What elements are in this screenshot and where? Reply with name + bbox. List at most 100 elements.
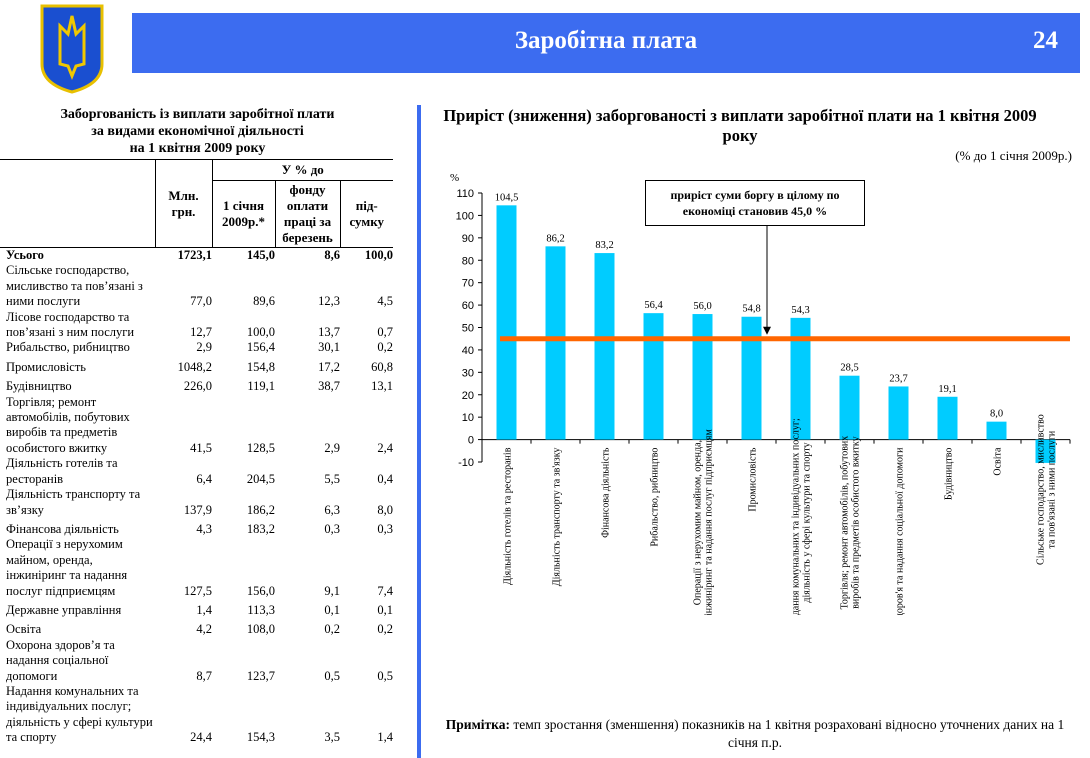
data-label: 56,4 — [644, 300, 663, 311]
coat-of-arms-icon — [40, 4, 104, 94]
category-label: Діяльність транспорту та зв'язку — [552, 448, 563, 587]
table-row: Будівництво 226,0 119,1 38,7 13,1 — [0, 375, 393, 394]
row-label: Діяльність готелів та ресторанів — [6, 456, 118, 486]
cell-value: 0,2 — [377, 622, 393, 637]
table-row: Охорона здоров’я та надання соціальної д… — [0, 638, 393, 684]
bar — [692, 314, 713, 440]
row-label: Лісове господарство та пов’язані з ним п… — [6, 309, 135, 340]
y-tick-label: 0 — [468, 435, 474, 447]
category-label: Торгівля; ремонт автомобілів, побутовихв… — [840, 436, 862, 610]
category-label: Надання комунальних та індивідуальних по… — [791, 418, 813, 615]
cell-value: 145,0 — [246, 248, 275, 262]
cell-value: 9,1 — [324, 583, 340, 598]
cell-value: 204,5 — [246, 471, 275, 486]
y-tick-label: 20 — [462, 390, 474, 402]
category-label: Освіта — [993, 447, 1004, 476]
cell-value: 24,4 — [190, 730, 212, 745]
cell-value: 156,4 — [246, 340, 275, 355]
cell-value: 113,3 — [247, 602, 275, 617]
y-tick-label: 100 — [456, 210, 474, 222]
group-header: У % до — [211, 159, 393, 181]
arrow-head-icon — [763, 326, 771, 335]
cell-value: 5,5 — [324, 471, 340, 486]
col-header: під-сумку — [339, 180, 393, 248]
y-tick-label: 50 — [462, 323, 474, 335]
data-label: 83,2 — [595, 240, 613, 251]
data-label: 8,0 — [990, 409, 1003, 420]
data-label: 54,3 — [791, 305, 809, 316]
cell-value: 1,4 — [196, 602, 212, 617]
page-title: Заробітна плата — [514, 27, 698, 54]
bar — [545, 246, 566, 440]
table-row: Фінансова діяльність 4,3 183,2 0,3 0,3 — [0, 518, 393, 537]
table-row: Надання комунальних та індивідуальних по… — [0, 684, 393, 746]
chart-annotation: приріст суми боргу в цілому по економіці… — [645, 180, 865, 226]
bar — [937, 396, 958, 440]
bar — [594, 253, 615, 440]
cell-value: 156,0 — [246, 583, 275, 598]
row-label: Освіта — [6, 622, 42, 637]
data-label: 104,5 — [495, 192, 519, 203]
row-label: Державне управління — [6, 602, 122, 617]
cell-value: 8,7 — [196, 668, 212, 683]
row-label: Діяльність транспорту та зв’язку — [6, 487, 141, 517]
cell-value: 8,6 — [324, 248, 340, 262]
table-row: Торгівля; ремонт автомобілів, побутових … — [0, 395, 393, 457]
cell-value: 123,7 — [246, 668, 275, 683]
cell-value: 0,3 — [324, 521, 340, 536]
y-tick-label: 60 — [462, 300, 474, 312]
cell-value: 0,7 — [377, 325, 393, 340]
cell-value: 12,7 — [190, 325, 212, 340]
category-label: Промисловість — [748, 447, 759, 511]
cell-value: 4,5 — [377, 294, 393, 309]
category-label: Будівництво — [944, 448, 955, 501]
bar — [986, 421, 1007, 440]
cell-value: 2,9 — [196, 340, 212, 355]
table-row: Освіта 4,2 108,0 0,2 0,2 — [0, 618, 393, 637]
cell-value: 127,5 — [183, 583, 212, 598]
data-label: 28,5 — [840, 363, 858, 374]
table-title-line: на 1 квітня 2009 року — [129, 141, 266, 156]
cell-value: 154,8 — [246, 359, 275, 374]
table-row: Операції з нерухомим майном, оренда, інж… — [0, 537, 393, 599]
bar — [1035, 439, 1056, 463]
cell-value: 2,4 — [377, 440, 393, 455]
cell-value: 1048,2 — [177, 359, 212, 374]
y-axis-label: % — [450, 172, 459, 184]
y-tick-label: 90 — [462, 233, 474, 245]
table-row: Діяльність транспорту та зв’язку 137,9 186… — [0, 487, 393, 518]
cell-value: 100,0 — [246, 325, 275, 340]
row-label: Охорона здоров’я та надання соціальної д… — [6, 637, 115, 683]
y-tick-label: 110 — [456, 188, 474, 200]
bar — [496, 205, 517, 440]
row-label: Сільське господарство, мисливство та пов… — [6, 263, 143, 309]
bar — [790, 317, 811, 440]
cell-value: 30,1 — [318, 340, 340, 355]
category-label: Рибальство, рибництво — [650, 448, 661, 547]
footnote: Примітка: темп зростання (зменшення) пок… — [430, 716, 1080, 752]
table-row: Сільське господарство, мисливство та пов… — [0, 263, 393, 309]
row-label: Рибальство, рибництво — [6, 340, 130, 355]
cell-value: 183,2 — [246, 521, 275, 536]
data-label: 86,2 — [546, 233, 564, 244]
table-row: Лісове господарство та пов’язані з ним п… — [0, 310, 393, 341]
row-label: Фінансова діяльність — [6, 521, 119, 536]
bar — [643, 313, 664, 440]
cell-value: 119,1 — [247, 379, 275, 394]
cell-value: 3,5 — [324, 730, 340, 745]
cell-value: 13,1 — [371, 379, 393, 394]
y-tick-label: 30 — [462, 367, 474, 379]
data-label: 54,8 — [742, 304, 760, 315]
debt-table: Млн. грн. У % до 1 січня 2009р.* фонду опл… — [0, 159, 393, 746]
cell-value: 89,6 — [253, 294, 275, 309]
cell-value: 0,5 — [324, 668, 340, 683]
row-label: Промисловість — [6, 359, 87, 374]
cell-value: 154,3 — [246, 730, 275, 745]
y-tick-label: 80 — [462, 255, 474, 267]
chart-title: Приріст (зниження) заборгованості з випл… — [443, 106, 1037, 145]
y-tick-label: 70 — [462, 278, 474, 290]
category-label: Діяльність готелів та ресторанів — [503, 447, 514, 585]
cell-value: 128,5 — [246, 440, 275, 455]
table-row: Промисловість 1048,2 154,8 17,2 60,8 — [0, 356, 393, 375]
cell-value: 2,9 — [324, 440, 340, 455]
